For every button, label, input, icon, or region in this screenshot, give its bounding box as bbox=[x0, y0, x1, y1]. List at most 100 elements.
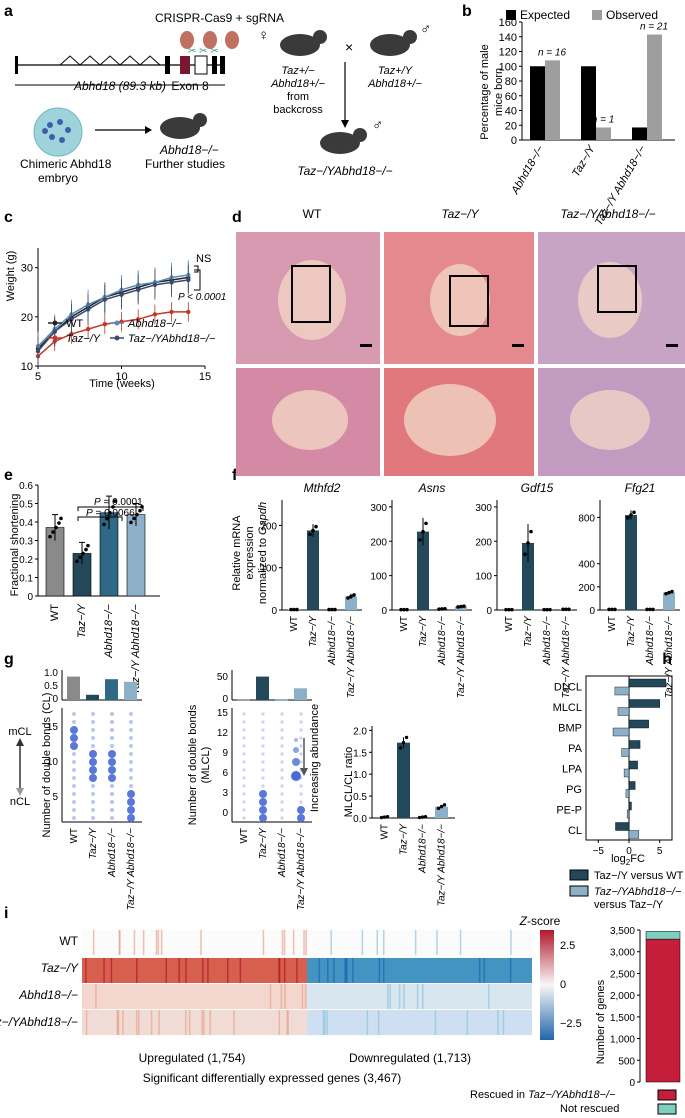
g-mlcl-bubble-0-9 bbox=[242, 744, 246, 748]
h-xtick-1: 0 bbox=[626, 846, 632, 857]
g-cl-bubble-2-6 bbox=[108, 766, 116, 774]
f-dot-2-2-0 bbox=[542, 607, 546, 612]
f-dot-2-3-2 bbox=[567, 607, 571, 612]
i-heat-stripe-21 bbox=[117, 1010, 120, 1035]
g-ratio-dot-2-1 bbox=[420, 815, 425, 819]
c-ann-p: P < 0.0001 bbox=[178, 292, 226, 303]
f-ytick-1-2: 200 bbox=[370, 537, 387, 548]
g-ratio-bar-1 bbox=[397, 742, 410, 818]
g-cl-top-bar-1 bbox=[86, 694, 99, 700]
g-ratio-dot-1-2 bbox=[404, 735, 409, 740]
f-xtick-2-0: WT bbox=[504, 616, 515, 632]
g-ratio-xtick-2: Abhd18−/− bbox=[418, 824, 429, 874]
i-heat-stripe-13 bbox=[510, 930, 512, 955]
e-bracket-2 bbox=[77, 506, 144, 511]
f-dot-0-2-1 bbox=[330, 607, 334, 612]
g-cl-bubble-2-7 bbox=[108, 758, 116, 766]
g-mlcl-bubble-0-3 bbox=[242, 792, 246, 796]
female-symbol: ♀ bbox=[258, 27, 269, 44]
f-dot-0-0-1 bbox=[292, 607, 296, 612]
h-bar-0-4 bbox=[628, 760, 638, 770]
female-mouse-icon bbox=[280, 30, 327, 56]
e-dot-1-2 bbox=[81, 551, 85, 556]
f-bar-3-1 bbox=[625, 515, 637, 610]
h-legend-1-swatch bbox=[569, 869, 589, 881]
f-dot-1-1-1 bbox=[421, 529, 425, 534]
g-ncl-label: nCL bbox=[10, 796, 30, 808]
b-ytick-2: 40 bbox=[505, 106, 517, 118]
i-down-label: Downregulated (1,713) bbox=[349, 1051, 471, 1065]
e-ylabel: Fractional shortening bbox=[9, 494, 21, 597]
g-mlcl-bubble-1-8 bbox=[261, 752, 265, 756]
mouse-ko-icon bbox=[160, 113, 207, 139]
i-heat-stripe-63 bbox=[185, 958, 187, 983]
panel-f-chart: Relative mRNA expression normalized to G… bbox=[231, 481, 680, 698]
g-ratio-dot-0-1 bbox=[382, 815, 387, 819]
g-mlcl-bubble-2-4 bbox=[280, 784, 284, 788]
g-mlcl-bubble-3-7 bbox=[299, 760, 303, 764]
g-mlcl-xtick-0: WT bbox=[239, 828, 250, 844]
g-cl-bubble-1-2 bbox=[91, 800, 95, 804]
cross-symbol: × bbox=[345, 39, 353, 55]
f-xtick-1-2: Abhd18−/− bbox=[437, 616, 448, 666]
g-cl-bubble-1-8 bbox=[89, 750, 97, 758]
h-ytick-2: BMP bbox=[558, 722, 582, 734]
f-dot-3-2-2 bbox=[651, 607, 655, 612]
e-dot-2-1 bbox=[105, 516, 109, 521]
f-ytick-3-0: 0 bbox=[589, 606, 595, 617]
c-point-3-2 bbox=[69, 317, 74, 322]
g-mlcl-bubble-2-11 bbox=[280, 728, 284, 732]
g-cl-ytick-1: 10 bbox=[47, 757, 59, 768]
i-bar-ytick-7: 3,500 bbox=[610, 926, 635, 937]
i-heat-stripe-15 bbox=[383, 958, 385, 983]
h-legend-2a: Taz−/YAbhd18−/− bbox=[594, 886, 682, 898]
f-dot-1-3-2 bbox=[462, 604, 466, 608]
e-dot-0-3 bbox=[57, 521, 61, 525]
e-dot-2-2 bbox=[108, 510, 112, 515]
g-cl-bubble-1-13 bbox=[91, 712, 95, 716]
c-legend-label-1: Taz−/Y bbox=[66, 333, 101, 345]
b-bar-expected-2 bbox=[632, 127, 647, 140]
f-xtick-0-2: Abhd18−/− bbox=[327, 616, 338, 666]
b-ytick-4: 80 bbox=[505, 76, 517, 88]
b-xtick-0: Abhd18−/− bbox=[509, 143, 547, 197]
i-legend-not-swatch bbox=[657, 1103, 677, 1115]
embryo-icon bbox=[33, 107, 83, 157]
i-legend-not: Not rescued bbox=[560, 1103, 619, 1115]
i-heat-stripe-53 bbox=[398, 984, 401, 1009]
i-heat-stripe-8 bbox=[383, 930, 385, 955]
g-mlcl-bubble-2-7 bbox=[280, 760, 284, 764]
gene-label: Abhd18 (89.3 kb) bbox=[73, 79, 166, 93]
f-dot-2-3-1 bbox=[564, 607, 568, 612]
f-ytick-0-1: 100 bbox=[260, 564, 277, 575]
g-ratio-ytick-4: 2.0 bbox=[353, 726, 367, 737]
e-xtick-0: WT bbox=[49, 604, 61, 621]
g-mlcl-bubble-3-9 bbox=[299, 744, 303, 748]
g-cl-bubble-3-3 bbox=[127, 790, 135, 798]
g-cl-bubble-0-9 bbox=[70, 742, 78, 750]
i-heat-stripe-2 bbox=[280, 984, 283, 1009]
g-cl-bubble-3-8 bbox=[129, 752, 133, 756]
g-cl-bubble-2-1 bbox=[110, 808, 114, 812]
h-xtick-2: 5 bbox=[657, 846, 663, 857]
e-ytick-5: 0.5 bbox=[19, 500, 33, 511]
f-dot-2-0-1 bbox=[507, 607, 511, 612]
i-heat-stripe-34 bbox=[200, 930, 202, 955]
i-zscore-colorbar bbox=[540, 930, 554, 1040]
f-dot-2-3-0 bbox=[561, 607, 565, 612]
i-heat-stripe-89 bbox=[366, 1010, 369, 1035]
i-row-double: Taz−/YAbhd18−/− bbox=[0, 1015, 78, 1029]
f-xtick-2-3: Taz−/Y Abhd18−/− bbox=[561, 616, 572, 698]
d-inset-box-taz bbox=[449, 275, 489, 327]
panel-letter-b: b bbox=[462, 3, 472, 20]
h-bar-0-5 bbox=[628, 781, 636, 790]
d-title-wt: WT bbox=[303, 207, 322, 221]
f-ytick-2-0: 0 bbox=[486, 606, 492, 617]
f-xtick-2-1: Taz−/Y bbox=[523, 615, 534, 647]
f-dot-2-2-2 bbox=[548, 607, 552, 612]
i-heat-stripe-76 bbox=[165, 958, 167, 983]
g-cl-bubble-2-2 bbox=[110, 800, 114, 804]
g-cl-xtick-2: Abhd18−/− bbox=[107, 828, 118, 878]
c-xlabel: Time (weeks) bbox=[89, 378, 155, 390]
male-geno-2: Abhd18+/− bbox=[367, 78, 422, 90]
